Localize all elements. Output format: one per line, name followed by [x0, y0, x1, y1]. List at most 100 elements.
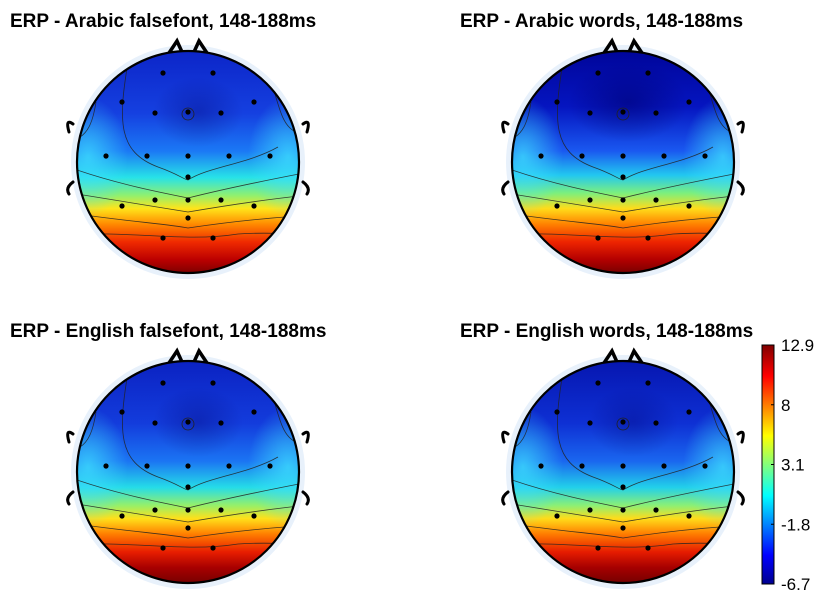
head-outline	[75, 49, 301, 275]
contour-line	[512, 193, 734, 213]
electrode-dot	[152, 507, 158, 513]
topo-map	[77, 51, 299, 273]
electrode-dot	[661, 153, 667, 159]
electrode-dot	[251, 409, 257, 415]
electrode-dot	[645, 380, 651, 386]
electrode-dot	[595, 545, 601, 551]
head-outline	[75, 359, 301, 585]
electrode-dot	[702, 463, 708, 469]
nose	[167, 347, 209, 364]
electrode-dot	[653, 507, 659, 513]
electrode-dot	[119, 409, 125, 415]
electrode-dot	[595, 380, 601, 386]
electrode-dot	[185, 174, 191, 180]
electrode-dot	[251, 513, 257, 519]
ear	[736, 430, 745, 506]
electrode-dot	[152, 420, 158, 426]
electrode-dot	[686, 513, 692, 519]
ear	[301, 430, 310, 506]
electrode-dot	[267, 153, 273, 159]
colorbar-tick-label: 3.1	[781, 456, 805, 475]
electrode-dot	[620, 463, 626, 469]
electrode-dot	[620, 153, 626, 159]
contour-line	[616, 417, 630, 431]
electrode-dot	[210, 380, 216, 386]
topo-map	[77, 361, 299, 583]
electrode-dot	[160, 70, 166, 76]
contour-line	[181, 107, 195, 121]
ear	[66, 430, 75, 506]
topo-panel: ERP - English words, 148-188ms	[460, 321, 753, 589]
electrode-dot	[119, 513, 125, 519]
panel-title: ERP - Arabic falsefont, 148-188ms	[10, 11, 316, 32]
topo-panel: ERP - Arabic falsefont, 148-188ms	[10, 11, 316, 279]
electrode-dot	[653, 110, 659, 116]
electrode-dot	[645, 235, 651, 241]
ear	[501, 120, 510, 196]
topo-map	[512, 361, 734, 583]
contour-line	[77, 503, 299, 523]
electrode-dot	[686, 203, 692, 209]
electrode-dot	[620, 507, 626, 513]
ear	[301, 120, 310, 196]
electrode-dot	[620, 215, 626, 221]
electrode-dot	[587, 197, 593, 203]
topo-panel: ERP - Arabic words, 148-188ms	[460, 11, 745, 279]
nose	[167, 37, 209, 54]
contour-line	[512, 503, 734, 523]
colorbar-tick-label: -6.7	[781, 575, 810, 594]
electrode-dot	[538, 153, 544, 159]
contour-line	[77, 523, 299, 539]
colorbar-tick-label: 12.9	[781, 336, 814, 355]
electrode-dot	[554, 203, 560, 209]
ear	[736, 120, 745, 196]
electrode-dot	[653, 420, 659, 426]
electrode-dot	[587, 110, 593, 116]
contour-line	[514, 411, 532, 448]
electrode-dot	[554, 513, 560, 519]
colorbar-tick-label: 8	[781, 396, 790, 415]
electrode-dot	[144, 463, 150, 469]
electrode-dot	[267, 463, 273, 469]
electrode-dot	[702, 153, 708, 159]
contour-line	[79, 101, 97, 138]
electrode-dot	[185, 109, 191, 115]
ear	[501, 430, 510, 506]
electrode-dot	[185, 463, 191, 469]
electrode-dot	[587, 420, 593, 426]
electrode-dot	[160, 235, 166, 241]
electrode-dot	[538, 463, 544, 469]
electrode-dot	[185, 215, 191, 221]
electrode-dot	[620, 484, 626, 490]
electrode-dot	[185, 197, 191, 203]
contour-line	[79, 411, 97, 448]
electrode-dot	[185, 419, 191, 425]
topo-panel: ERP - English falsefont, 148-188ms	[10, 321, 326, 589]
electrode-dot	[251, 99, 257, 105]
electrode-dot	[185, 484, 191, 490]
colorbar: 12.9 8 3.1 -1.8 -6.7	[761, 336, 814, 594]
contour-line	[77, 193, 299, 213]
electrode-dot	[251, 203, 257, 209]
electrode-dot	[579, 463, 585, 469]
electrode-dot	[620, 174, 626, 180]
electrode-dot	[210, 70, 216, 76]
contour-line	[77, 213, 299, 229]
contour-line	[181, 417, 195, 431]
electrode-dot	[185, 525, 191, 531]
ear	[66, 120, 75, 196]
electrode-dot	[226, 463, 232, 469]
electrode-dot	[661, 463, 667, 469]
electrode-dot	[218, 197, 224, 203]
panel-title: ERP - Arabic words, 148-188ms	[460, 11, 743, 32]
electrode-dot	[620, 419, 626, 425]
electrode-dot	[226, 153, 232, 159]
electrode-dot	[103, 153, 109, 159]
electrode-dot	[620, 109, 626, 115]
electrode-dot	[686, 409, 692, 415]
electrode-dot	[645, 545, 651, 551]
electrode-dot	[185, 153, 191, 159]
electrode-dot	[119, 99, 125, 105]
electrode-dot	[210, 235, 216, 241]
